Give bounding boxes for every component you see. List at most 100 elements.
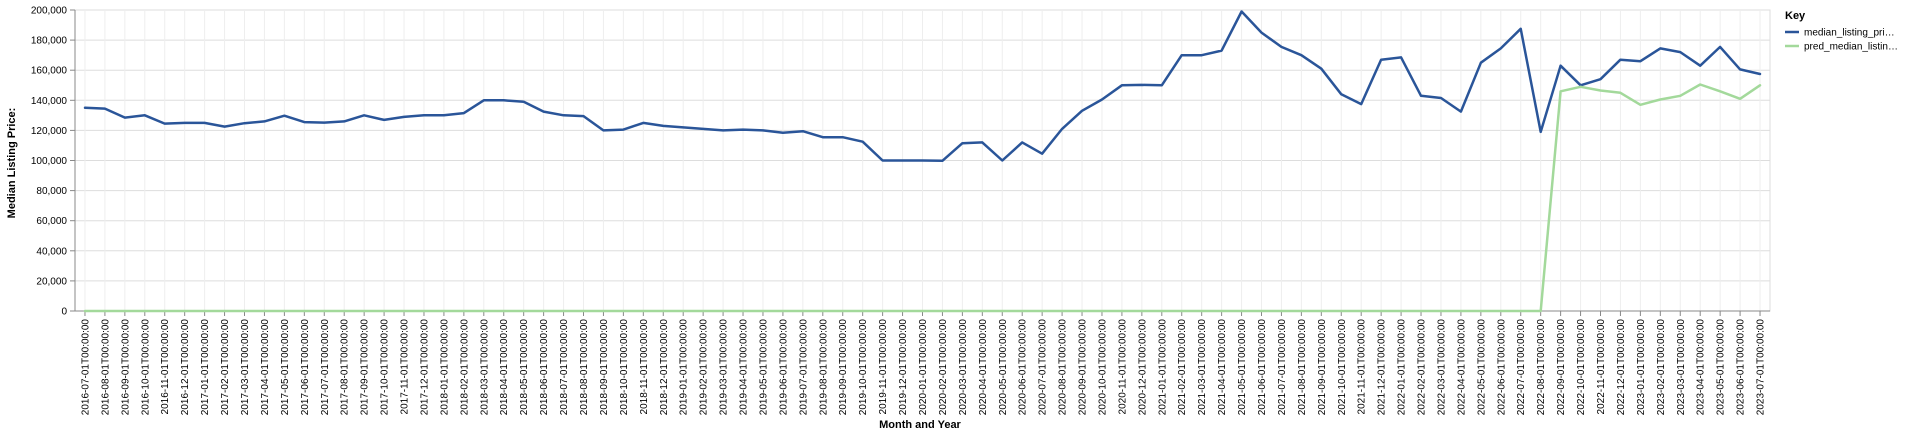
x-tick-label: 2017-06-01T00:00:00 <box>300 319 311 416</box>
x-tick-label: 2019-07-01T00:00:00 <box>798 319 809 416</box>
x-axis: 2016-07-01T00:00:00 2016-08-01T00:00:00 20… <box>75 310 1770 416</box>
legend-label: median_listing_pri… <box>1804 28 1895 39</box>
x-tick-label: 2018-07-01T00:00:00 <box>559 319 570 416</box>
x-tick-label: 2018-01-01T00:00:00 <box>439 319 450 416</box>
y-axis: 0 20,000 40,000 60,000 80,000 100,000 120,000 1… <box>31 6 76 318</box>
y-tick-label: 80,000 <box>36 186 67 197</box>
y-tick-label: 100,000 <box>31 156 68 167</box>
x-tick-label: 2022-07-01T00:00:00 <box>1516 319 1527 416</box>
x-tick-label: 2022-05-01T00:00:00 <box>1476 319 1487 416</box>
x-tick-label: 2020-11-01T00:00:00 <box>1117 319 1128 415</box>
x-tick-label: 2022-01-01T00:00:00 <box>1397 319 1408 416</box>
x-tick-label: 2020-06-01T00:00:00 <box>1018 319 1029 416</box>
x-tick-label: 2022-04-01T00:00:00 <box>1456 319 1467 416</box>
x-tick-label: 2020-02-01T00:00:00 <box>938 319 949 416</box>
x-tick-label: 2018-04-01T00:00:00 <box>499 319 510 416</box>
x-tick-label: 2020-01-01T00:00:00 <box>918 319 929 416</box>
x-tick-label: 2018-10-01T00:00:00 <box>619 319 630 416</box>
x-tick-label: 2017-08-01T00:00:00 <box>340 319 351 416</box>
x-tick-label: 2019-05-01T00:00:00 <box>758 319 769 416</box>
y-axis-title: Median Listing Price: <box>6 108 18 219</box>
x-tick-label: 2021-02-01T00:00:00 <box>1177 319 1188 416</box>
x-tick-label: 2021-11-01T00:00:00 <box>1357 319 1368 415</box>
x-tick-label: 2022-02-01T00:00:00 <box>1417 319 1428 416</box>
x-tick-label: 2018-06-01T00:00:00 <box>539 319 550 416</box>
x-tick-label: 2022-10-01T00:00:00 <box>1576 319 1587 416</box>
x-tick-label: 2020-05-01T00:00:00 <box>998 319 1009 416</box>
x-tick-label: 2022-06-01T00:00:00 <box>1496 319 1507 416</box>
series-line-1 <box>83 10 1762 163</box>
y-tick-label: 120,000 <box>31 126 68 137</box>
y-tick-label: 180,000 <box>31 36 68 47</box>
x-tick-label: 2022-11-01T00:00:00 <box>1596 319 1607 415</box>
x-axis-title: Month and Year <box>879 419 961 431</box>
x-tick-label: 2016-07-01T00:00:00 <box>80 319 91 416</box>
x-tick-label: 2023-05-01T00:00:00 <box>1716 319 1727 416</box>
y-tick-label: 140,000 <box>31 96 68 107</box>
x-tick-label: 2021-08-01T00:00:00 <box>1297 319 1308 416</box>
x-tick-label: 2018-09-01T00:00:00 <box>599 319 610 416</box>
x-tick-label: 2019-08-01T00:00:00 <box>818 319 829 416</box>
x-tick-label: 2016-08-01T00:00:00 <box>100 319 111 416</box>
x-tick-label: 2019-04-01T00:00:00 <box>739 319 750 416</box>
x-tick-label: 2018-05-01T00:00:00 <box>519 319 530 416</box>
legend-title: Key <box>1785 10 1806 22</box>
x-tick-label: 2017-09-01T00:00:00 <box>360 319 371 416</box>
y-tick-label: 160,000 <box>31 66 68 77</box>
x-tick-label: 2019-06-01T00:00:00 <box>778 319 789 416</box>
x-tick-label: 2021-07-01T00:00:00 <box>1277 319 1288 416</box>
x-tick-label: 2019-10-01T00:00:00 <box>858 319 869 416</box>
x-tick-label: 2020-04-01T00:00:00 <box>978 319 989 416</box>
x-tick-label: 2018-08-01T00:00:00 <box>579 319 590 416</box>
series-line-2 <box>83 83 1762 313</box>
x-tick-label: 2021-05-01T00:00:00 <box>1237 319 1248 416</box>
x-tick-label: 2017-12-01T00:00:00 <box>419 319 430 416</box>
x-tick-label: 2016-12-01T00:00:00 <box>180 319 191 416</box>
x-tick-label: 2018-12-01T00:00:00 <box>659 319 670 416</box>
x-tick-label: 2021-09-01T00:00:00 <box>1317 319 1328 416</box>
x-tick-label: 2022-03-01T00:00:00 <box>1436 319 1447 416</box>
x-tick-label: 2019-09-01T00:00:00 <box>838 319 849 416</box>
x-tick-label: 2018-11-01T00:00:00 <box>639 319 650 415</box>
x-tick-label: 2020-09-01T00:00:00 <box>1078 319 1089 416</box>
x-tick-label: 2020-08-01T00:00:00 <box>1058 319 1069 416</box>
x-tick-label: 2018-02-01T00:00:00 <box>459 319 470 416</box>
series-layer <box>83 10 1762 313</box>
x-tick-label: 2019-03-01T00:00:00 <box>719 319 730 416</box>
x-tick-label: 2021-04-01T00:00:00 <box>1217 319 1228 416</box>
x-tick-label: 2020-12-01T00:00:00 <box>1137 319 1148 416</box>
x-tick-label: 2022-12-01T00:00:00 <box>1616 319 1627 416</box>
x-tick-label: 2021-01-01T00:00:00 <box>1157 319 1168 416</box>
x-tick-label: 2021-06-01T00:00:00 <box>1257 319 1268 416</box>
x-tick-label: 2016-09-01T00:00:00 <box>120 319 131 416</box>
x-tick-label: 2023-04-01T00:00:00 <box>1696 319 1707 416</box>
x-tick-label: 2020-03-01T00:00:00 <box>958 319 969 416</box>
x-tick-label: 2019-11-01T00:00:00 <box>878 319 889 415</box>
x-tick-label: 2023-03-01T00:00:00 <box>1676 319 1687 416</box>
x-tick-label: 2021-03-01T00:00:00 <box>1197 319 1208 416</box>
x-tick-label: 2023-07-01T00:00:00 <box>1756 319 1767 416</box>
x-tick-label: 2017-04-01T00:00:00 <box>260 319 271 416</box>
x-tick-label: 2019-02-01T00:00:00 <box>699 319 710 416</box>
x-tick-label: 2021-12-01T00:00:00 <box>1377 319 1388 416</box>
y-tick-label: 40,000 <box>36 246 67 257</box>
x-tick-label: 2017-07-01T00:00:00 <box>320 319 331 416</box>
y-tick-label: 60,000 <box>36 216 67 227</box>
y-tick-label: 200,000 <box>31 6 68 17</box>
x-tick-label: 2022-09-01T00:00:00 <box>1556 319 1567 416</box>
x-tick-label: 2018-03-01T00:00:00 <box>479 319 490 416</box>
x-tick-label: 2021-10-01T00:00:00 <box>1337 319 1348 416</box>
x-tick-label: 2017-05-01T00:00:00 <box>280 319 291 416</box>
x-tick-label: 2022-08-01T00:00:00 <box>1536 319 1547 416</box>
x-tick-label: 2019-12-01T00:00:00 <box>898 319 909 416</box>
legend-label: pred_median_listin… <box>1804 42 1898 53</box>
gridlines <box>74 9 1771 312</box>
x-tick-label: 2020-10-01T00:00:00 <box>1097 319 1108 416</box>
x-tick-label: 2017-10-01T00:00:00 <box>380 319 391 416</box>
x-tick-label: 2023-02-01T00:00:00 <box>1656 319 1667 416</box>
x-tick-label: 2017-03-01T00:00:00 <box>240 319 251 416</box>
x-tick-label: 2017-02-01T00:00:00 <box>220 319 231 416</box>
x-tick-label: 2023-06-01T00:00:00 <box>1736 319 1747 416</box>
x-tick-label: 2016-11-01T00:00:00 <box>160 319 171 415</box>
